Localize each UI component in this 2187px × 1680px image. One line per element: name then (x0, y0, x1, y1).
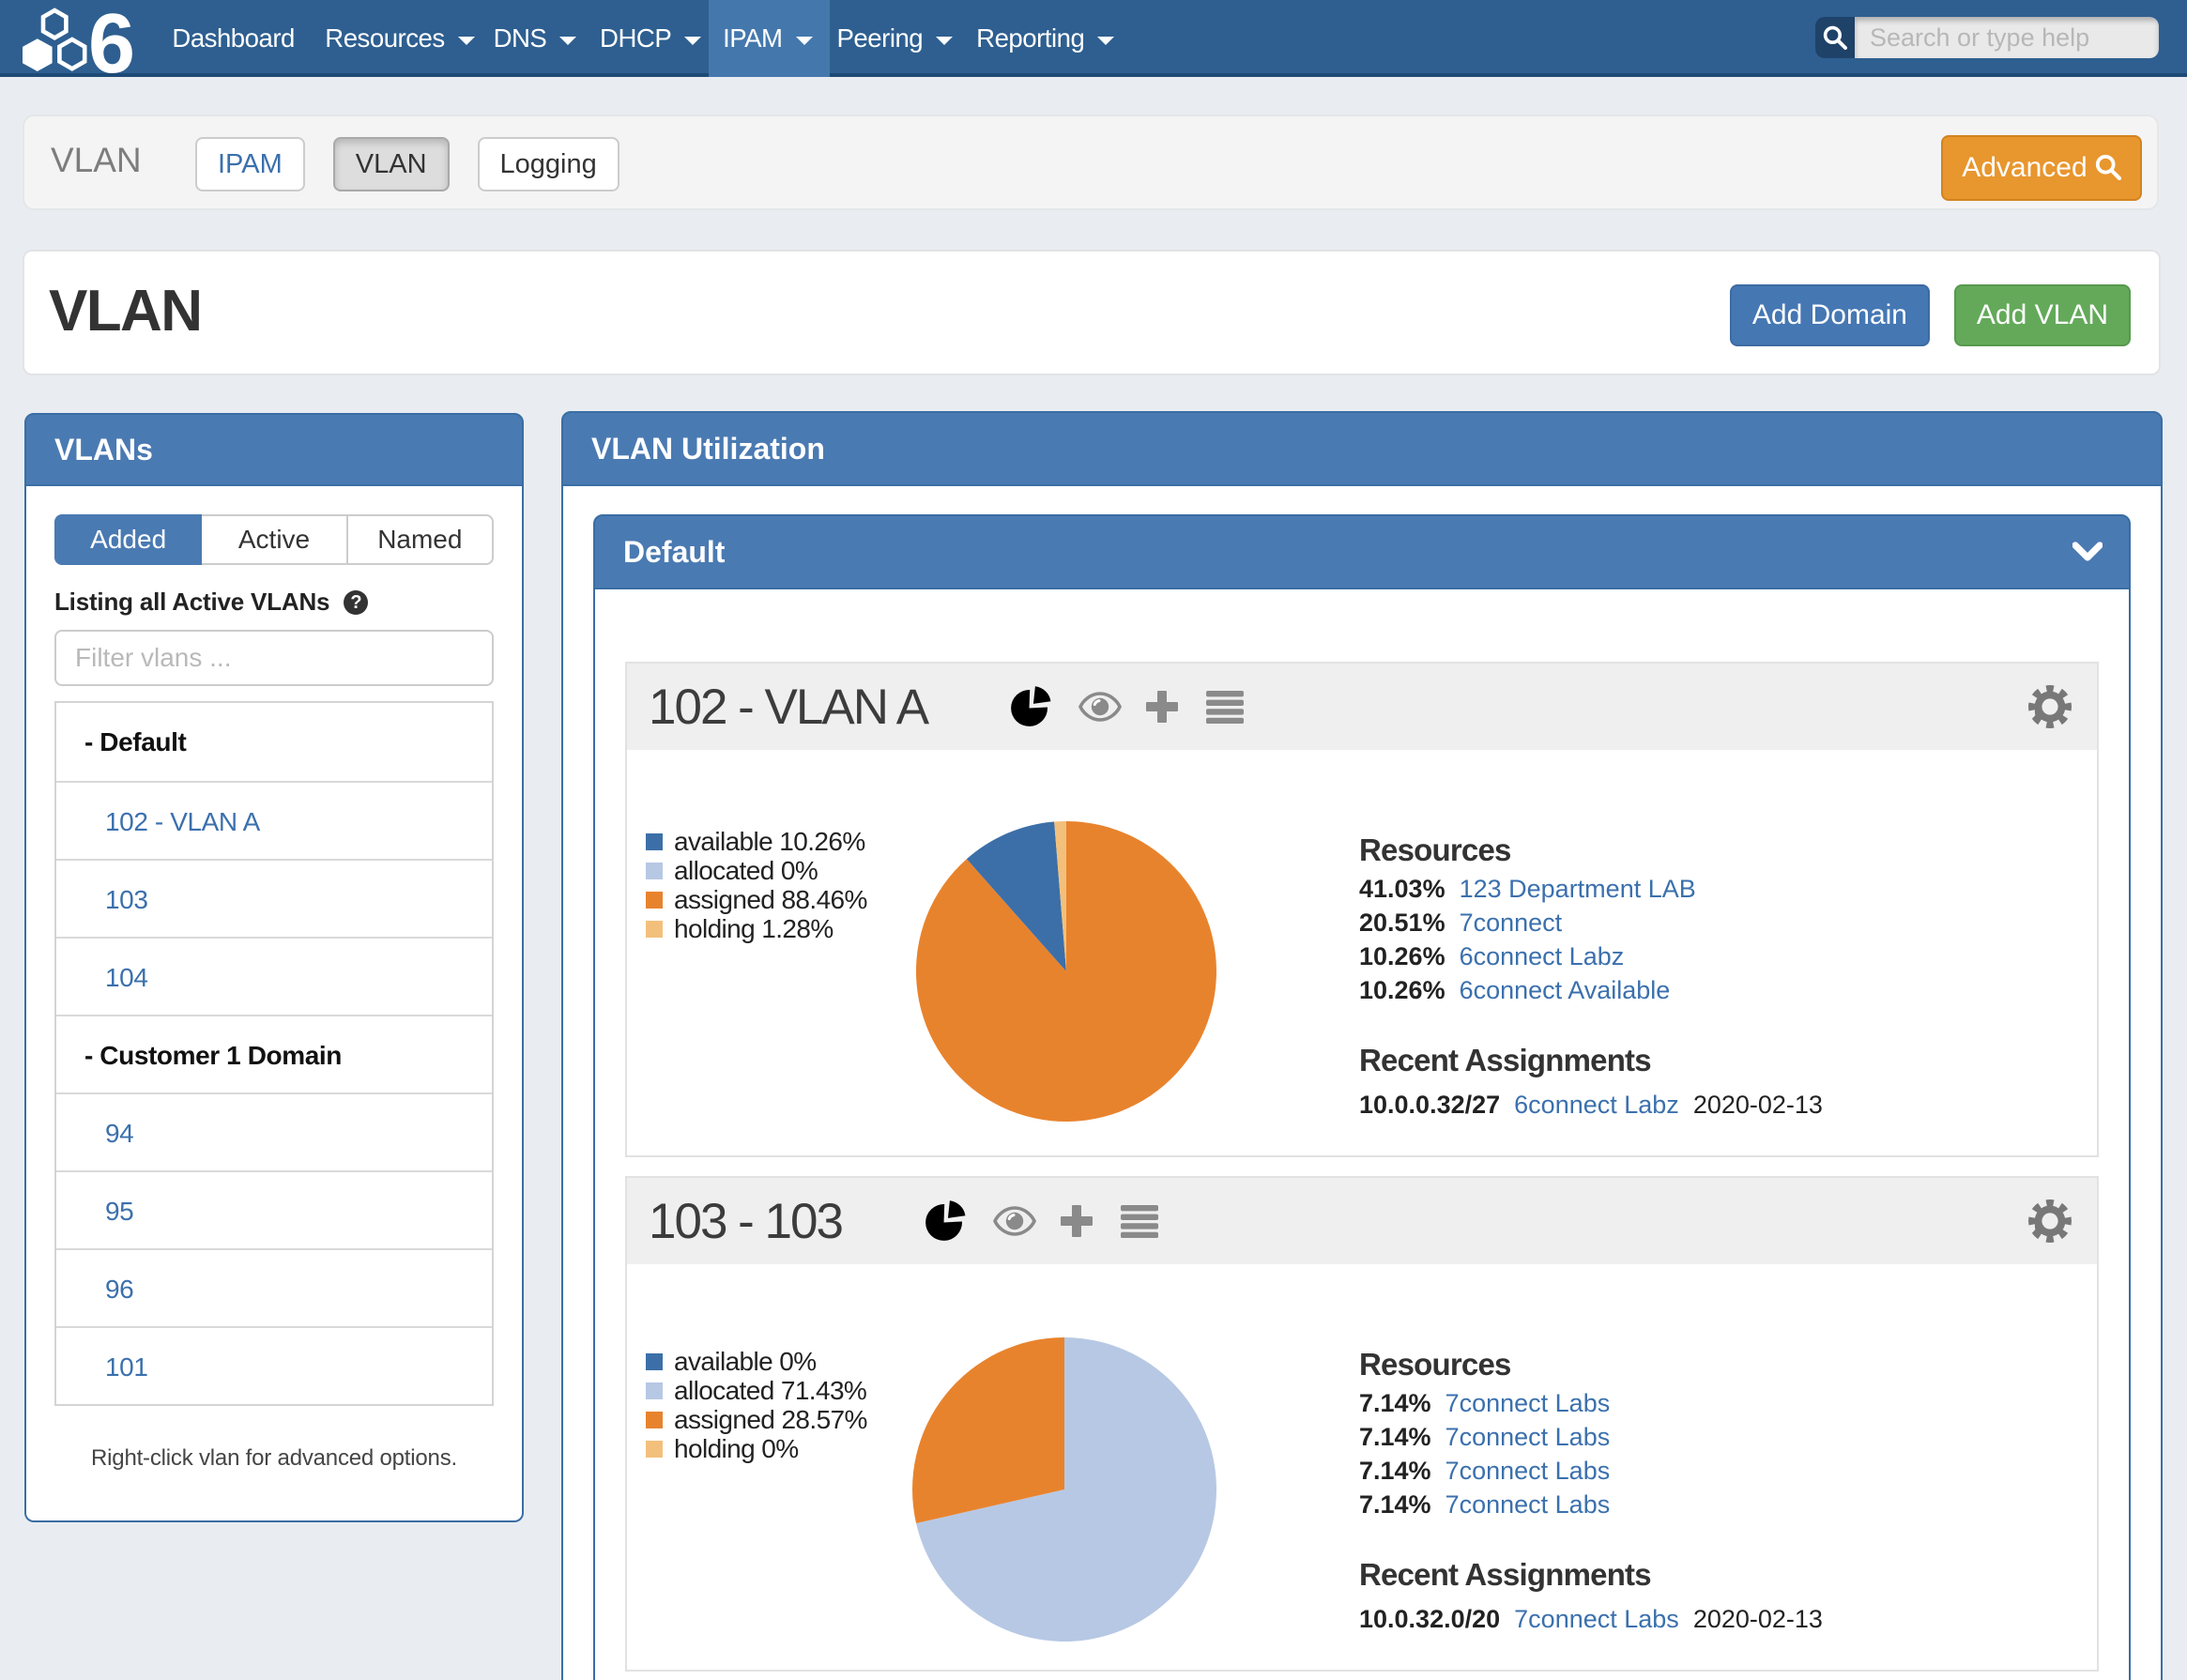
svg-text:6: 6 (88, 0, 135, 77)
